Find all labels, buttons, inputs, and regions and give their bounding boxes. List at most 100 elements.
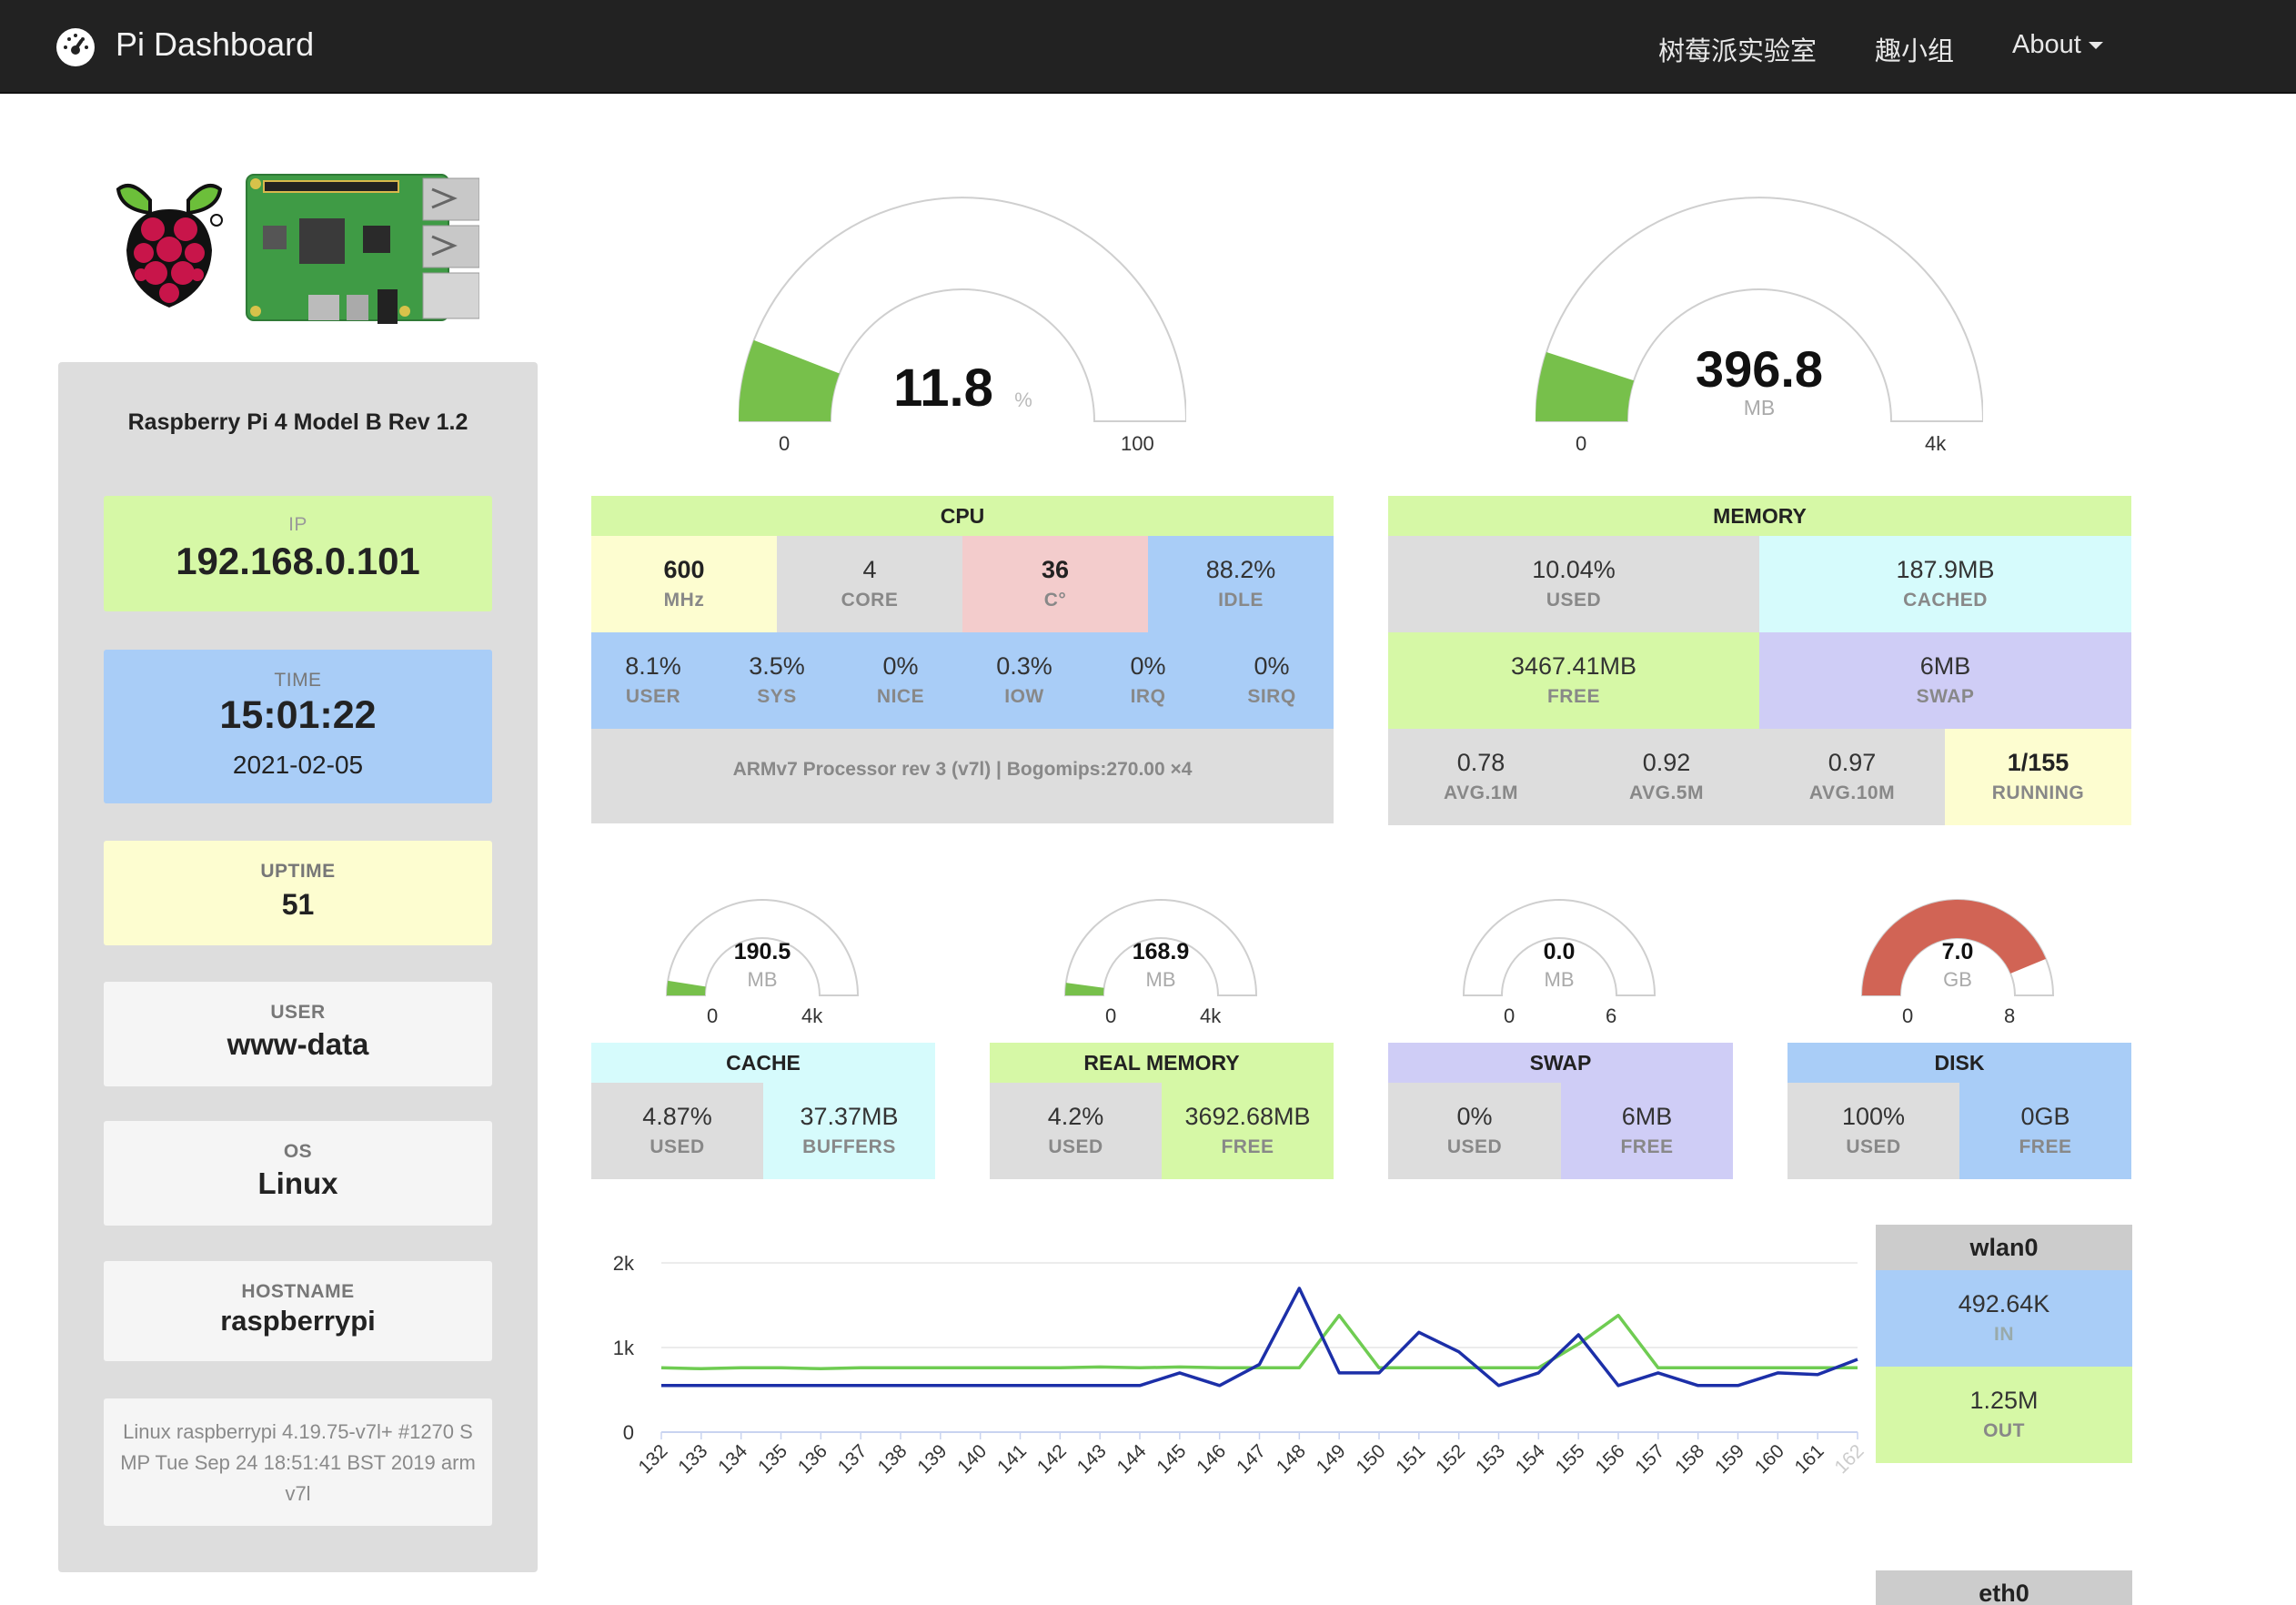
swap-free-cell: 6MB FREE <box>1561 1083 1733 1179</box>
os-value: Linux <box>257 1166 338 1200</box>
wlan0-title: wlan0 <box>1876 1225 2132 1270</box>
chart-x-tick-label: 155 <box>1552 1440 1589 1478</box>
memory-swap-value: 6MB <box>1919 652 1971 680</box>
chart-x-tick-label: 152 <box>1432 1440 1469 1478</box>
cpu-stat-label: NICE <box>876 686 925 707</box>
cache-panel-title: CACHE <box>591 1043 935 1083</box>
wlan0-in-value: 492.64K <box>1958 1290 2050 1317</box>
chart-x-tick-label: 132 <box>634 1440 671 1478</box>
cache-used-value: 4.87% <box>642 1103 712 1130</box>
chart-x-tick-label: 147 <box>1233 1440 1270 1478</box>
chart-x-tick-label: 157 <box>1631 1440 1668 1478</box>
memory-gauge-arc <box>1536 197 1983 422</box>
chart-x-tick-label: 151 <box>1392 1440 1429 1478</box>
processes-running-label: RUNNING <box>1991 782 2085 803</box>
load-avg5-cell: 0.92 AVG.5M <box>1574 729 1759 825</box>
memory-gauge-value: 396.8 <box>1695 340 1824 398</box>
cpu-mhz-value: 600 <box>663 556 705 583</box>
real-memory-free-value: 3692.68MB <box>1184 1103 1311 1130</box>
date-value: 2021-02-05 <box>232 751 364 779</box>
load-avg5-label: AVG.5M <box>1629 782 1704 803</box>
chart-x-tick-label: 136 <box>794 1440 831 1478</box>
cpu-idle-label: IDLE <box>1218 590 1264 611</box>
cpu-stats-row: 8.1% USER 3.5% SYS 0% NICE 0.3% IOW 0% IRQ 0% SIRQ <box>591 632 1334 729</box>
cpu-gauge-unit: % <box>1014 389 1032 411</box>
memory-panel: MEMORY 10.04% USED 187.9MB CACHED 3467.4… <box>1388 496 2131 825</box>
user-box: USER www-data <box>104 982 492 1086</box>
memory-gauge-track <box>1536 197 1983 422</box>
cpu-stat-label: IRQ <box>1130 686 1166 707</box>
disk-used-value: 100% <box>1841 1103 1906 1130</box>
real-memory-gauge: 168.9 MB 0 4k <box>1056 892 1265 1037</box>
disk-free-cell: 0GB FREE <box>1959 1083 2131 1179</box>
swap-gauge-unit: MB <box>1544 968 1575 991</box>
cpu-gauge-min: 0 <box>779 432 791 455</box>
os-label: OS <box>283 1141 313 1162</box>
cache-buffers-cell: 37.37MB BUFFERS <box>763 1083 935 1179</box>
load-avg1-label: AVG.1M <box>1444 782 1518 803</box>
caret-down-icon <box>2088 42 2103 50</box>
cpu-stat-iow: 0.3% IOW <box>962 632 1086 729</box>
cpu-stat-value: 0% <box>1130 652 1166 680</box>
uptime-box: UPTIME 51 <box>104 841 492 945</box>
real-memory-gauge-track <box>1063 899 1258 996</box>
real-memory-gauge-arc <box>1063 899 1258 996</box>
disk-gauge-min: 0 <box>1902 1004 1914 1027</box>
swap-panel: SWAP 0% USED 6MB FREE <box>1388 1043 1733 1179</box>
swap-gauge-value: 0.0 <box>1543 939 1576 964</box>
nav-about-dropdown[interactable]: About <box>2012 30 2103 60</box>
chart-x-tick-label: 150 <box>1352 1440 1389 1478</box>
raspberry-pi-board-image <box>246 174 479 324</box>
chart-x-tick-label: 162 <box>1830 1440 1865 1478</box>
cpu-stat-value: 0% <box>1254 652 1290 680</box>
uptime-label: UPTIME <box>260 861 336 882</box>
cpu-stat-value: 3.5% <box>749 652 805 680</box>
chart-x-tick-label: 142 <box>1033 1440 1071 1478</box>
memory-gauge: 396.8 MB 0 4k <box>1536 196 1983 455</box>
cache-gauge: 190.5 MB 0 4k <box>658 892 867 1037</box>
nav-link-lab[interactable]: 树莓派实验室 <box>1658 37 1818 66</box>
wlan0-in-cell: 492.64K IN <box>1876 1270 2132 1367</box>
chart-x-tick-label: 161 <box>1791 1440 1828 1478</box>
memory-gauge-fill <box>1536 351 1635 421</box>
memory-used-cell: 10.04% USED <box>1388 536 1759 632</box>
chart-x-tick-label: 159 <box>1711 1440 1748 1478</box>
device-model: Raspberry Pi 4 Model B Rev 1.2 <box>127 409 468 435</box>
real-memory-used-label: USED <box>1048 1136 1103 1157</box>
disk-gauge-arc <box>1860 899 2055 996</box>
cpu-stat-value: 0% <box>882 652 919 680</box>
cache-gauge-min: 0 <box>707 1004 719 1027</box>
real-memory-panel-title: REAL MEMORY <box>990 1043 1334 1083</box>
cache-gauge-value: 190.5 <box>733 939 791 964</box>
chart-y-tick-label: 0 <box>623 1421 634 1444</box>
load-avg5-value: 0.92 <box>1642 749 1691 776</box>
cache-gauge-max: 4k <box>801 1004 823 1027</box>
dashboard-gauge-icon[interactable] <box>56 28 95 66</box>
memory-free-cell: 3467.41MB FREE <box>1388 632 1759 729</box>
memory-cached-value: 187.9MB <box>1896 556 1995 583</box>
cpu-stat-sirq: 0% SIRQ <box>1210 632 1334 729</box>
real-memory-used-value: 4.2% <box>1047 1103 1104 1130</box>
nav-link-group[interactable]: 趣小组 <box>1875 37 1955 66</box>
cpu-processor-info: ARMv7 Processor rev 3 (v7l) | Bogomips:2… <box>732 759 1193 780</box>
chart-x-tick-label: 158 <box>1671 1440 1708 1478</box>
chart-x-tick-label: 156 <box>1591 1440 1628 1478</box>
cpu-core-value: 4 <box>862 556 877 583</box>
cpu-stat-value: 0.3% <box>996 652 1052 680</box>
cache-gauge-fill <box>667 980 706 995</box>
chart-x-tick-label: 139 <box>913 1440 951 1478</box>
ip-value: 192.168.0.101 <box>176 540 420 582</box>
disk-gauge: 7.0 GB 0 8 <box>1853 892 2062 1037</box>
disk-free-value: 0GB <box>2020 1103 2070 1130</box>
brand-title[interactable]: Pi Dashboard <box>116 25 315 63</box>
load-avg10-cell: 0.97 AVG.10M <box>1759 729 1945 825</box>
chart-x-tick-label: 141 <box>993 1440 1031 1478</box>
swap-used-label: USED <box>1446 1136 1503 1157</box>
ip-label: IP <box>288 514 307 535</box>
os-box: OS Linux <box>104 1121 492 1226</box>
raspberry-pi-logo <box>116 184 223 308</box>
load-avg10-label: AVG.10M <box>1808 782 1896 803</box>
memory-free-value: 3467.41MB <box>1510 652 1637 680</box>
cpu-gauge-max: 100 <box>1121 432 1154 455</box>
hostname-box: HOSTNAME raspberrypi <box>104 1261 492 1361</box>
